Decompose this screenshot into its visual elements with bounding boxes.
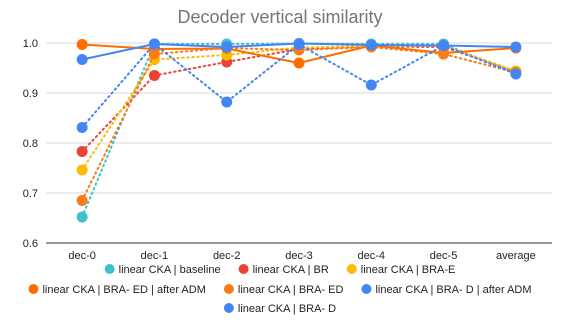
y-tick-label: 0.7 — [23, 188, 38, 200]
data-point — [148, 70, 160, 81]
data-point — [510, 68, 522, 80]
data-point — [365, 79, 377, 91]
legend: linear CKA | baseline linear CKA | BR line… — [28, 264, 532, 315]
x-tick-label: dec-5 — [430, 250, 458, 262]
data-point — [76, 195, 88, 206]
x-tick-label: dec-3 — [285, 250, 313, 262]
legend-item: linear CKA | BRA- D — [223, 303, 336, 315]
x-tick-label: dec-2 — [213, 250, 241, 262]
legend-marker — [223, 303, 234, 313]
data-point — [76, 122, 88, 133]
legend-item: linear CKA | BRA- D | after ADM — [361, 284, 532, 296]
series-7 — [76, 38, 522, 133]
axes: 0.6 0.7 0.8 0.9 1.0 dec-0 dec-1 dec-2 dec-3 dec-4… — [23, 38, 552, 262]
legend-marker — [361, 284, 372, 294]
data-point — [76, 146, 88, 157]
y-tick-label: 0.8 — [23, 138, 38, 150]
series-line — [81, 46, 517, 202]
legend-marker — [104, 264, 115, 274]
legend-marker — [28, 284, 39, 294]
x-tick-label: average — [496, 250, 536, 262]
data-point — [76, 39, 88, 50]
data-point — [148, 38, 160, 50]
legend-label: linear CKA | baseline — [119, 264, 221, 276]
data-point — [76, 54, 88, 65]
data-point — [438, 48, 450, 60]
x-tick-label: dec-1 — [141, 250, 169, 262]
data-point — [221, 96, 233, 108]
legend-item: linear CKA | baseline — [104, 264, 221, 276]
data-point — [510, 41, 522, 53]
data-point — [76, 164, 88, 176]
legend-label: linear CKA | BRA- D — [238, 303, 336, 315]
data-point — [221, 41, 233, 53]
series-lines — [76, 38, 522, 223]
data-point — [365, 39, 377, 51]
y-tick-label: 0.9 — [23, 88, 38, 100]
legend-marker — [346, 264, 357, 274]
legend-marker — [223, 284, 234, 294]
x-tick-label: dec-4 — [358, 250, 386, 262]
data-point — [293, 57, 305, 69]
data-point — [76, 211, 88, 223]
legend-label: linear CKA | BR — [253, 264, 329, 276]
data-point — [438, 40, 450, 51]
legend-label: linear CKA | BRA- ED | after ADM — [42, 284, 205, 296]
legend-item: linear CKA | BR — [238, 264, 329, 276]
chart-title: Decoder vertical similarity — [177, 7, 382, 27]
legend-item: linear CKA | BRA- ED | after ADM — [28, 284, 206, 296]
data-point — [148, 48, 160, 60]
y-tick-label: 1.0 — [23, 38, 38, 50]
legend-label: linear CKA | BRA-E — [361, 264, 456, 276]
data-point — [293, 39, 305, 50]
legend-marker — [238, 264, 249, 274]
x-tick-label: dec-0 — [68, 250, 96, 262]
legend-label: linear CKA | BRA- ED — [238, 284, 344, 296]
legend-item: linear CKA | BRA- ED — [223, 284, 344, 296]
legend-label: linear CKA | BRA- D | after ADM — [375, 284, 531, 296]
legend-item: linear CKA | BRA-E — [346, 264, 456, 276]
y-tick-label: 0.6 — [23, 238, 38, 250]
